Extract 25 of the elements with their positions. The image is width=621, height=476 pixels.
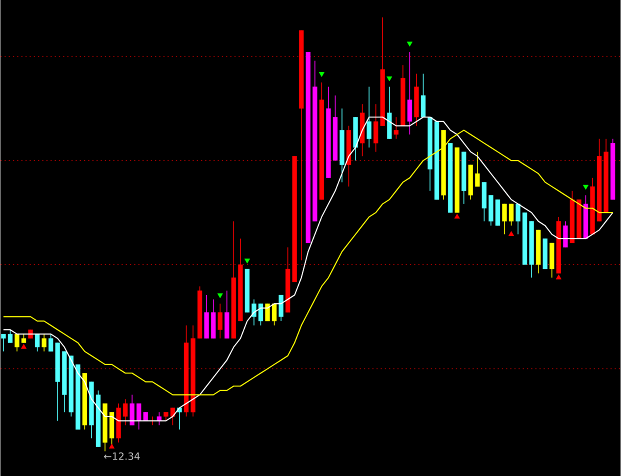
point [454, 214, 460, 218]
point [582, 184, 589, 190]
candlestick [394, 116, 398, 140]
candlestick [156, 412, 162, 426]
candlestick [122, 398, 128, 426]
candlestick [130, 394, 134, 426]
candlestick [278, 294, 284, 322]
point [109, 444, 115, 448]
candlestick [34, 333, 40, 352]
point [318, 72, 324, 77]
point [556, 274, 562, 280]
candlestick [366, 86, 372, 148]
candlestick [475, 151, 480, 187]
candlestick [563, 220, 568, 248]
point [244, 258, 250, 264]
candlestick [218, 303, 222, 339]
point [508, 230, 514, 236]
point [217, 293, 223, 298]
point [406, 42, 412, 46]
point [20, 344, 27, 349]
point [386, 76, 392, 82]
text: ←12.34 [104, 452, 140, 460]
candlestick [420, 73, 426, 118]
candlestick [407, 51, 412, 135]
candlestick [42, 333, 46, 352]
